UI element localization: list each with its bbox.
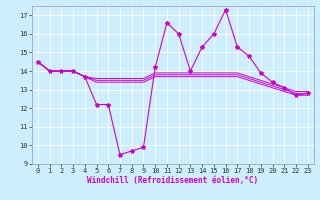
X-axis label: Windchill (Refroidissement éolien,°C): Windchill (Refroidissement éolien,°C) bbox=[87, 176, 258, 185]
